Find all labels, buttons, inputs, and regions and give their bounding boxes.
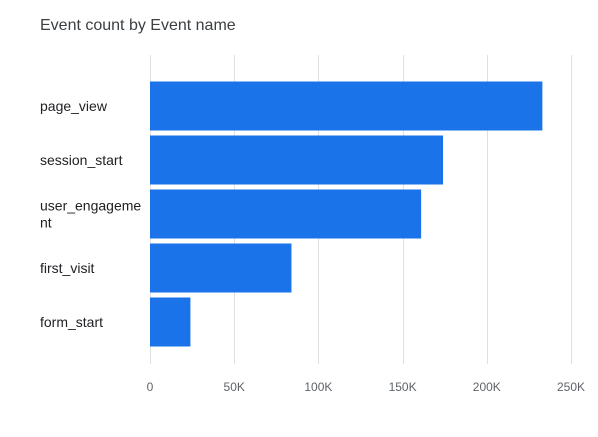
- x-tick-label-150K: 150K: [389, 380, 417, 394]
- chart-title: Event count by Event name: [40, 17, 236, 34]
- category-label-form_start: form_start: [40, 314, 103, 330]
- category-label-line: session_start: [40, 152, 123, 168]
- x-tick-label-250K: 250K: [557, 380, 585, 394]
- x-tick-label-100K: 100K: [304, 380, 332, 394]
- x-tick-label-0: 0: [147, 380, 154, 394]
- category-label-line: first_visit: [40, 260, 95, 276]
- bar-form_start: [150, 297, 191, 347]
- category-label-page_view: page_view: [40, 98, 108, 114]
- x-tick-label-50K: 50K: [224, 380, 245, 394]
- category-label-line: page_view: [40, 98, 108, 114]
- category-label-line: form_start: [40, 314, 103, 330]
- bar-session_start: [150, 135, 444, 185]
- category-label-line: nt: [40, 215, 52, 231]
- category-label-first_visit: first_visit: [40, 260, 95, 276]
- category-label-user_engagement: user_engageme nt: [40, 198, 141, 231]
- x-tick-labels: 0 50K 100K 150K 200K 250K: [147, 380, 585, 394]
- bar-page_view: [150, 81, 543, 131]
- bars: [150, 81, 543, 347]
- x-tick-label-200K: 200K: [473, 380, 501, 394]
- bar-user_engagement: [150, 189, 422, 239]
- bar-first_visit: [150, 243, 292, 293]
- category-label-line: user_engageme: [40, 198, 141, 214]
- category-label-session_start: session_start: [40, 152, 123, 168]
